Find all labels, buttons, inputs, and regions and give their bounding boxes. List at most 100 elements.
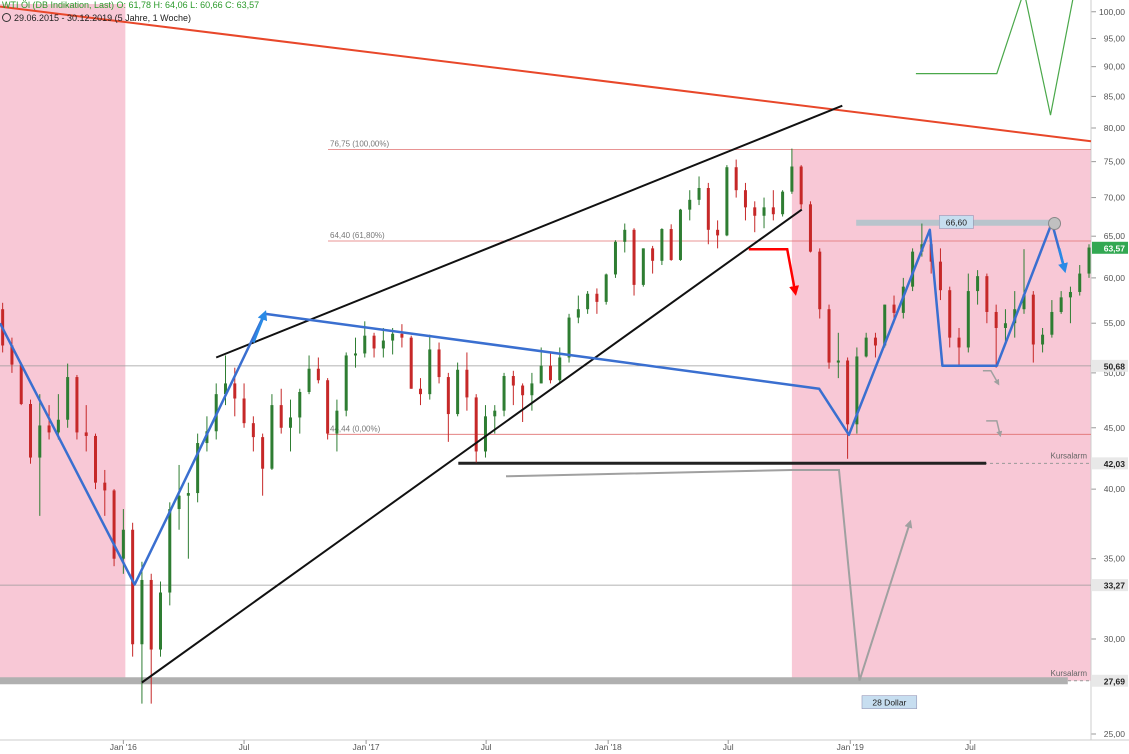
candle-body (391, 333, 395, 341)
red-breakdown-arrow (748, 247, 800, 296)
candle-body (474, 397, 478, 452)
candle-body (511, 376, 515, 386)
candle-body (186, 493, 190, 496)
candle-body (483, 416, 487, 452)
alert-price-tag: 27,69 (1104, 676, 1126, 686)
shaded-region-1 (791, 149, 1091, 681)
candle-body (743, 190, 747, 208)
candle-body (335, 410, 339, 434)
candle-body (818, 251, 822, 310)
candle-body (10, 345, 14, 365)
y-tick-label: 65,00 (1104, 231, 1126, 241)
candle-body (418, 388, 422, 395)
candle-body (261, 437, 265, 469)
date-range-label: 29.06.2015 - 30.12.2019 (5 Jahre, 1 Woch… (14, 13, 191, 23)
candle-body (855, 356, 859, 425)
candle-body (976, 276, 980, 292)
candle-body (75, 377, 79, 433)
candle-body (66, 377, 70, 420)
candle-body (604, 274, 608, 302)
y-tick-label: 70,00 (1104, 193, 1126, 203)
shaded-region-0 (0, 4, 126, 681)
candle-body (883, 304, 887, 346)
y-tick-label: 90,00 (1104, 62, 1126, 72)
candle-body (632, 229, 636, 285)
candle-body (808, 204, 812, 252)
candle-body (530, 383, 534, 396)
candle-body (307, 368, 311, 392)
candle-body (1041, 334, 1045, 345)
candle-body (223, 383, 227, 395)
x-tick-label: Jul (239, 742, 250, 752)
candle-body (288, 417, 292, 428)
candle-body (38, 425, 42, 458)
candle-body (753, 207, 757, 216)
grey-projection-path (505, 469, 913, 681)
candle-body (19, 364, 23, 405)
candle-body (112, 490, 116, 559)
candle-body (623, 229, 627, 242)
candle-body (706, 187, 710, 230)
candle-body (651, 248, 655, 261)
candle-body (790, 166, 794, 192)
candle-body (465, 369, 469, 398)
candle-body (586, 293, 590, 310)
candle-body (84, 432, 88, 436)
fib-level-label: 76,75 (100,00%) (330, 140, 389, 149)
candle-body (47, 425, 51, 433)
y-tick-label: 50,00 (1104, 368, 1126, 378)
candle-body (669, 229, 673, 260)
candle-body (827, 309, 831, 363)
candle-body (1031, 294, 1035, 345)
candle-body (363, 335, 367, 354)
candle-body (168, 509, 172, 593)
candle-body (873, 337, 877, 346)
chart-title: WTI Öl (DB Indikation, Last) O: 61,78 H:… (2, 0, 260, 10)
price-tag-bg (1092, 359, 1128, 372)
candle-body (456, 369, 460, 415)
y-tick-label: 80,00 (1104, 123, 1126, 133)
candle-body (140, 579, 144, 645)
blue-up-arrow (252, 310, 268, 343)
candle-body (233, 383, 237, 399)
candle-body (400, 333, 404, 338)
candle-body (846, 360, 850, 425)
candle-body (149, 579, 153, 650)
candle-body (29, 404, 33, 458)
chart-date-range: 29.06.2015 - 30.12.2019 (5 Jahre, 1 Woch… (2, 13, 191, 23)
grey-small-arrow (986, 420, 1003, 438)
y-tick-label: 35,00 (1104, 554, 1126, 564)
candle-body (781, 191, 785, 215)
fib-level-label: 64,40 (61,80%) (330, 231, 385, 240)
alert-price-tag-bg (1092, 457, 1128, 470)
grey-small-arrow (982, 370, 1000, 386)
candle-body (595, 293, 599, 302)
y-tick-label: 100,00 (1099, 7, 1125, 17)
alert-price-tag-bg (1092, 674, 1128, 687)
candle-body (1068, 291, 1072, 298)
candle-body (502, 376, 506, 411)
candle-body (372, 335, 376, 349)
candle-body (205, 431, 209, 444)
candle-body (1050, 311, 1054, 335)
x-tick-label: Jul (965, 742, 976, 752)
last-price-tag-bg (1092, 241, 1128, 254)
candle-body (242, 398, 246, 424)
y-tick-label: 40,00 (1104, 484, 1126, 494)
candle-body (734, 167, 738, 191)
long-term-resistance-line (0, 5, 1092, 143)
candle-body (298, 391, 302, 418)
candle-body (938, 261, 942, 291)
y-tick-label: 75,00 (1104, 157, 1126, 167)
price-tag-bg (1092, 579, 1128, 592)
candle-body (985, 276, 989, 312)
candle-body (1087, 247, 1091, 274)
candle-body (1078, 273, 1082, 292)
channel-upper-line (215, 104, 843, 359)
candle-body (1022, 294, 1026, 310)
candle-body (892, 304, 896, 313)
alert-price-tag: 42,03 (1104, 459, 1126, 469)
candle-body (196, 443, 200, 494)
y-tick-label: 45,00 (1104, 423, 1126, 433)
